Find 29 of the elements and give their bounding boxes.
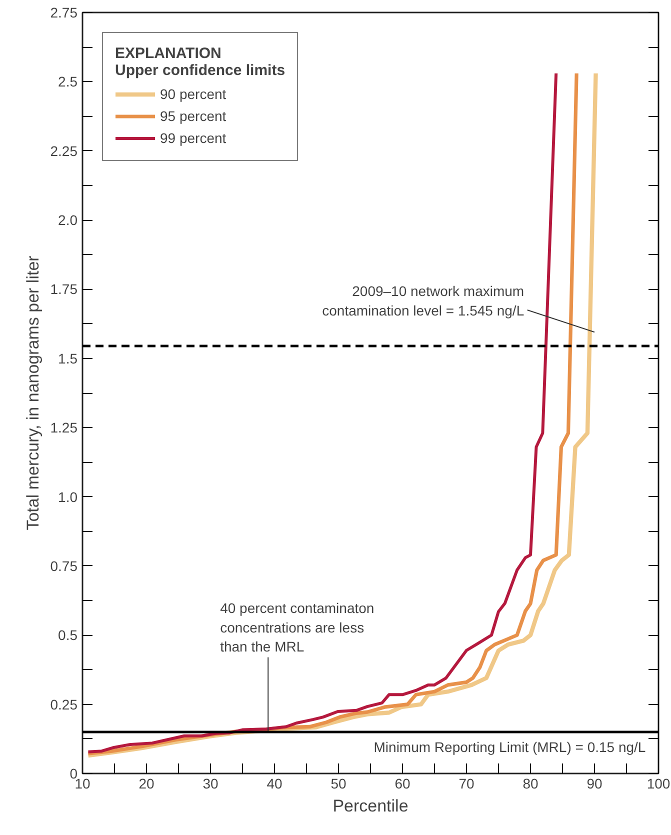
- legend-label: 90 percent: [160, 86, 226, 102]
- ref-line-label: 2009–10 network maximum contamination level = 1.545 ng/L: [322, 283, 524, 318]
- x-tick-label: 70: [458, 776, 474, 792]
- legend-title: EXPLANATION Upper confidence limits: [115, 45, 286, 79]
- x-tick-label: 50: [330, 776, 346, 792]
- x-tick-label: 40: [266, 776, 282, 792]
- annotation: 40 percent contaminaton concentrations are less than the MRL: [220, 600, 374, 655]
- x-tick-label: 60: [394, 776, 410, 792]
- x-tick-label: 100: [646, 776, 670, 792]
- legend-label: 99 percent: [160, 130, 226, 146]
- legend-label: 95 percent: [160, 108, 226, 124]
- ref-line-label: Minimum Reporting Limit (MRL) = 0.15 ng/L: [374, 738, 646, 755]
- x-tick-label: 80: [522, 776, 538, 792]
- y-tick-label: 2.25: [50, 142, 78, 159]
- y-tick-label: 2.75: [50, 4, 78, 20]
- x-tick-label: 20: [138, 776, 154, 792]
- y-tick-label: 1.5: [58, 350, 78, 366]
- x-axis-title: Percentile: [332, 796, 408, 816]
- y-tick-label: 1.75: [50, 281, 78, 298]
- y-tick-label: 2.5: [58, 74, 78, 90]
- x-tick-label: 90: [586, 776, 602, 792]
- y-axis-title: Total mercury, in nanograms per liter: [23, 255, 42, 530]
- y-tick-label: 2.0: [58, 212, 78, 228]
- y-tick-label: 0.75: [50, 558, 78, 574]
- x-tick-label: 30: [202, 776, 218, 792]
- y-tick-label: 0.5: [58, 627, 78, 644]
- y-tick-label: 0.25: [50, 696, 78, 712]
- y-tick-label: 1.0: [58, 488, 78, 505]
- y-tick-label: 1.25: [50, 420, 78, 436]
